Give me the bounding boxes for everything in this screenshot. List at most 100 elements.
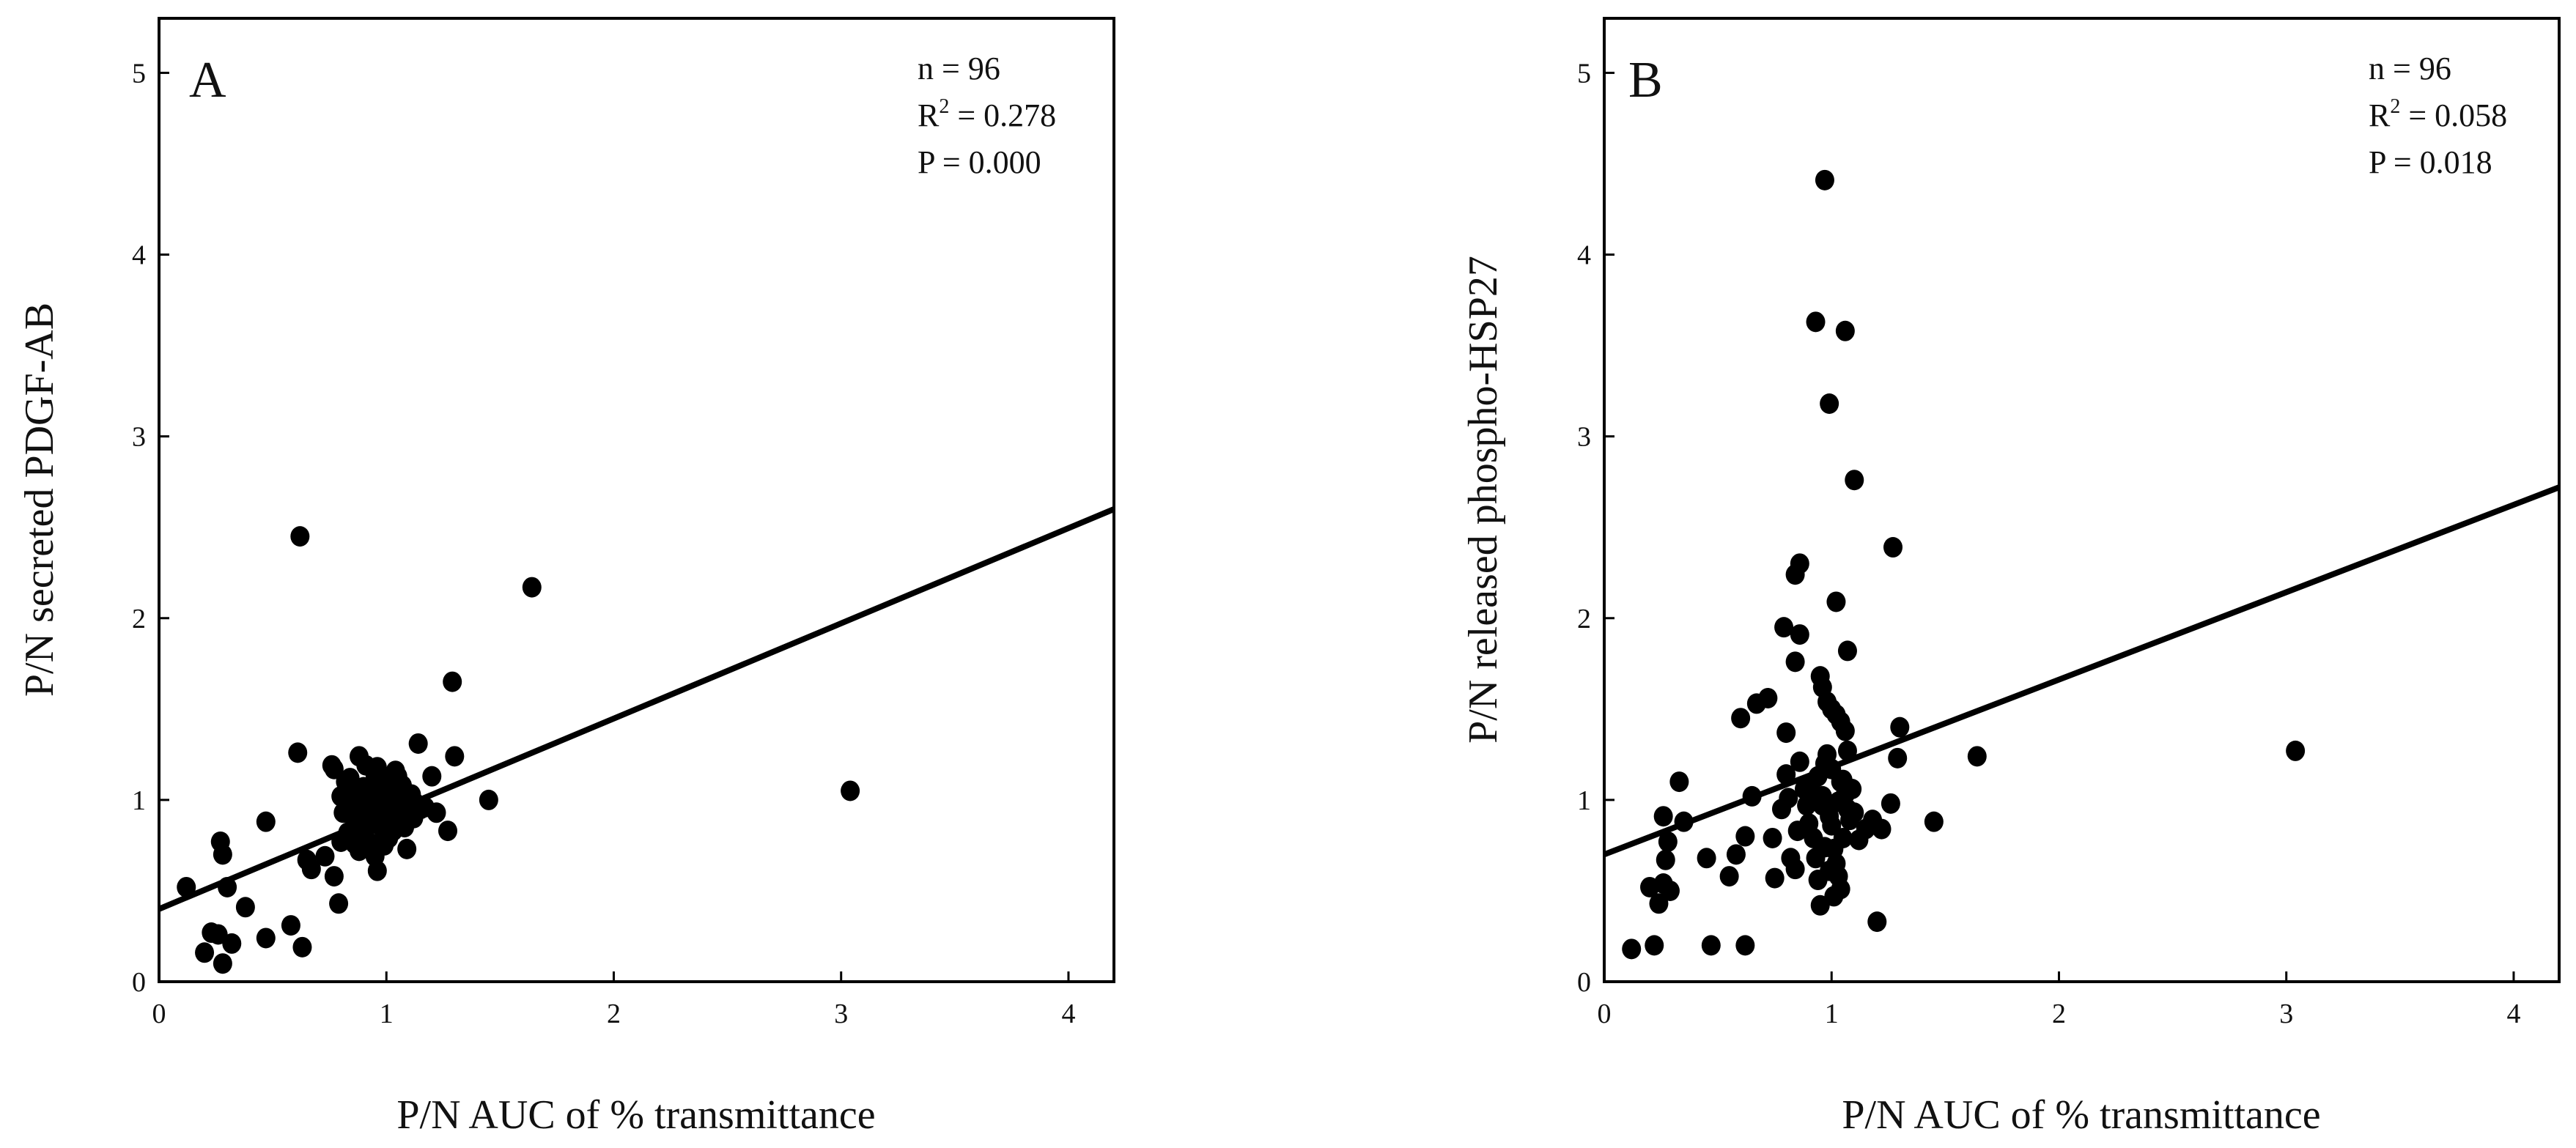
panel-a-data-point <box>324 758 344 779</box>
panel-a-data-point <box>301 859 321 880</box>
panel-b-data-point <box>1815 169 1834 190</box>
panel-a-data-point <box>315 845 335 867</box>
panel-a-data-point <box>356 817 376 838</box>
panel-a-data-point <box>213 953 232 974</box>
panel-a-data-point <box>208 924 228 945</box>
panel-b-x-axis-title: P/N AUC of % transmittance <box>1842 1092 2320 1138</box>
panel-a-data-point <box>381 811 401 832</box>
panel-b-r2-prefix: R <box>2369 97 2391 133</box>
panel-a-data-point <box>841 780 860 801</box>
panel-b-data-point <box>1763 827 1782 848</box>
panel-b-points <box>1622 169 2306 960</box>
panel-a-data-point <box>350 840 369 862</box>
panel-b-data-point <box>1674 811 1694 832</box>
panel-a-y-tick-label: 2 <box>132 604 146 634</box>
panel-a-data-point <box>213 844 232 865</box>
panel-a-data-point <box>218 876 237 897</box>
panel-b-data-point <box>1645 935 1664 956</box>
panel-a-data-point <box>438 821 458 842</box>
panel-b-data-point <box>1790 751 1809 772</box>
panel-b-data-point <box>1815 837 1834 858</box>
panel-b-letter: B <box>1628 52 1663 108</box>
panel-b-data-point <box>1867 911 1887 933</box>
panel-b-data-point <box>1746 693 1766 714</box>
panel-a-x-tick-label: 2 <box>607 999 621 1029</box>
panel-a-plot-frame <box>158 17 1115 983</box>
panel-a-data-point <box>329 893 349 914</box>
panel-b-data-point <box>1824 886 1844 907</box>
panel-b-data-point <box>1833 827 1853 848</box>
panel-a-points <box>177 526 860 974</box>
panel-b-data-point <box>1656 849 1675 870</box>
panel-b-data-point <box>1831 771 1850 793</box>
panel-a-data-point <box>340 768 360 789</box>
panel-b-data-point <box>1881 793 1900 814</box>
panel-a-data-point <box>367 860 387 881</box>
panel-a-data-point <box>288 742 308 763</box>
panel-a-data-point <box>367 757 387 778</box>
panel-b-data-point <box>1735 935 1755 956</box>
panel-b-x-tick-label: 2 <box>2052 999 2066 1029</box>
panel-b-x-tick-label: 1 <box>1825 999 1839 1029</box>
panel-a-ticks <box>158 71 1070 983</box>
panel-b-data-point <box>1967 746 1987 767</box>
panel-b-data-point <box>1845 802 1864 823</box>
panel-b-data-point <box>1790 624 1809 645</box>
panel-a-r2-superscript: 2 <box>939 95 949 118</box>
panel-b-data-point <box>1888 747 1908 769</box>
panel-b-data-point <box>1774 617 1794 638</box>
panel-a-data-point <box>256 927 276 949</box>
panel-a-y-tick-label: 5 <box>132 58 146 89</box>
panel-b-y-tick-label: 5 <box>1577 58 1591 89</box>
panel-a-data-point <box>324 866 344 887</box>
panel-a-data-point <box>195 942 215 963</box>
panel-b-plot-frame <box>1603 17 2561 983</box>
panel-a-r2-prefix: R <box>918 97 940 133</box>
panel-a-data-point <box>222 933 242 954</box>
panel-a-stats: n = 96 R2 = 0.278 P = 0.000 <box>918 51 1056 180</box>
panel-a-letter: A <box>189 52 226 108</box>
panel-b-data-point <box>1808 870 1828 891</box>
panel-b-p-stat: P = 0.018 <box>2369 144 2492 180</box>
panel-a-y-tick-label: 3 <box>132 422 146 453</box>
panel-a-data-point <box>379 788 399 809</box>
panel-b-data-point <box>1820 393 1839 414</box>
panel-a-data-point <box>445 746 465 767</box>
panel-a-x-tick-label: 1 <box>380 999 394 1029</box>
panel-b-x-tick-label: 0 <box>1598 999 1612 1029</box>
panel-a-data-point <box>281 915 300 936</box>
panel-a-x-axis-title: P/N AUC of % transmittance <box>396 1092 875 1138</box>
panel-a-data-point <box>177 876 196 897</box>
panel-b-data-point <box>1785 859 1805 880</box>
panel-a-data-point <box>408 733 428 754</box>
panel-b-y-tick-label: 2 <box>1577 604 1591 634</box>
panel-b-ticks <box>1603 71 2515 983</box>
panel-b-regression-line <box>1603 484 2561 858</box>
panel-b-data-point <box>1835 720 1855 741</box>
panel-b-data-point <box>1785 564 1805 585</box>
panel-a-data-point <box>235 897 255 918</box>
panel-a-x-tick-label: 3 <box>834 999 848 1029</box>
panel-b-data-point <box>1776 722 1796 744</box>
panel-b-data-point <box>1701 935 1721 956</box>
panel-a-x-tick-label: 4 <box>1061 999 1075 1029</box>
panel-b-r2-superscript: 2 <box>2390 95 2400 118</box>
panel-b-data-point <box>1872 818 1892 840</box>
panel-b-data-point <box>1828 791 1848 812</box>
panel-a-y-axis-title: P/N secreted PDGF-AB <box>17 303 62 697</box>
panel-b-data-point <box>1801 773 1821 794</box>
panel-b-data-point <box>1826 591 1846 612</box>
panel-b-data-point <box>1804 789 1823 810</box>
panel-b-data-point <box>1731 708 1751 729</box>
panel-b-data-point <box>1837 740 1857 761</box>
panel-a-data-point <box>333 802 353 823</box>
panel-b-data-point <box>1726 844 1746 865</box>
panel-a-data-point <box>256 811 276 832</box>
panel-a-data-point <box>422 766 442 787</box>
panel-b-data-point <box>1776 764 1796 785</box>
panel-a-x-tick-label: 0 <box>152 999 166 1029</box>
panel-b-data-point <box>1735 826 1755 847</box>
panel-b-data-point <box>1890 716 1910 738</box>
